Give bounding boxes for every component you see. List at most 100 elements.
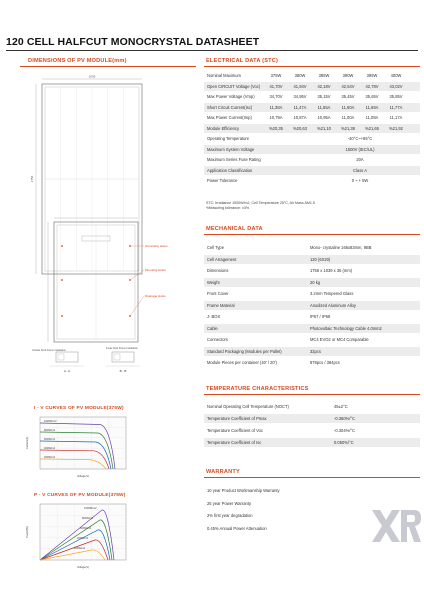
electrical-cell: 10,79A bbox=[269, 115, 283, 120]
warranty-item-text: 0.45% Annual Power Attenuation bbox=[207, 525, 267, 531]
warranty-item: 25 year Power Warranty bbox=[204, 499, 420, 508]
warranty-item-text: 10 year Product Workmanship Warranty bbox=[207, 488, 280, 493]
electrical-cell: 35,65V bbox=[365, 94, 379, 99]
mechanical-row-value: 3.2mm Tempered Glass bbox=[310, 291, 354, 296]
tolerance-note: *Measuring tolerance: ±3% bbox=[206, 205, 250, 210]
stc-note: STC: Irradiance 1000W/m2, Cell Temperatu… bbox=[206, 201, 315, 205]
electrical-cell: 42,18V bbox=[317, 83, 331, 89]
mechanical-row: Front Cover 3.2mm Tempered Glass bbox=[204, 289, 420, 298]
electrical-row: Max Power Voltage (Vmp) 34,70V 34,95V 35,15… bbox=[204, 92, 420, 101]
electrical-row: Max Power Current(Imp) 10,79A 10,87A 10,95A… bbox=[204, 113, 420, 122]
electrical-span-row: Application Classification Class A bbox=[204, 165, 420, 175]
iv-legend-200: 200W/m2 bbox=[44, 455, 56, 459]
electrical-cell: 11,08A bbox=[365, 115, 379, 120]
electrical-row-value: 1500V (IEC/UL) bbox=[345, 146, 375, 152]
electrical-row: Open CIRCUIT Voltage (Voc) 41,70V 41,94V 42… bbox=[204, 81, 420, 91]
mechanical-row-label: J- BOX bbox=[207, 314, 221, 319]
electrical-row-value: 0 ~ + 5W bbox=[351, 178, 369, 183]
electrical-cell: %21,65 bbox=[365, 125, 379, 131]
mechanical-row-label: Front Cover bbox=[207, 291, 229, 296]
pv-legend-800: 800W/m2 bbox=[82, 516, 94, 520]
electrical-row-label: Operating Temperature bbox=[207, 136, 250, 141]
electrical-cell: %21,38 bbox=[341, 125, 355, 131]
mechanical-row-value: Photovoltaic Technology Cable 4.0mm2 bbox=[310, 325, 382, 331]
temperature-row-value: 45±2°C bbox=[334, 404, 348, 409]
mechanical-row-label: Weight bbox=[207, 279, 220, 285]
electrical-row-label: Max Power Current(Imp) bbox=[207, 115, 252, 120]
mechanical-row-label: Frame Material bbox=[207, 302, 235, 308]
iv-curve-800 bbox=[39, 431, 114, 470]
temperature-row: Temperature Coefficient of Voc -0.304%/°C bbox=[204, 426, 420, 435]
mechanical-row-value: 1756 x 1039 x 35 (mm) bbox=[310, 268, 353, 273]
mechanical-row: Cable Photovoltaic Technology Cable 4.0mm… bbox=[204, 323, 420, 333]
electrical-cell: 34,95V bbox=[293, 94, 307, 99]
iv-curve-400 bbox=[39, 449, 110, 470]
electrical-row-label: Power Tolerance bbox=[207, 178, 238, 183]
electrical-cell: 35,85V bbox=[389, 94, 403, 99]
electrical-cell: 375W bbox=[270, 73, 282, 78]
electrical-row-label: Short Circuit Current(Isc) bbox=[207, 104, 253, 110]
electrical-span-row: Maximum System Voltage 1500V (IEC/UL) bbox=[204, 144, 420, 154]
module-dimension-drawing: 1039 1756 bbox=[30, 75, 143, 275]
electrical-row-label: Maximum System Voltage bbox=[207, 146, 255, 152]
electrical-cell: 400W bbox=[390, 73, 402, 78]
dimensions-heading: DIMENSIONS OF PV MODULE(mm) bbox=[28, 58, 127, 64]
mechanical-row: Weight 20 kg bbox=[204, 277, 420, 287]
mechanical-row: Frame Material Anodized Aluminum Alloy bbox=[204, 300, 420, 310]
electrical-row: Module Efficiency %20,35 %20,63 %21,10 %21,3… bbox=[204, 123, 420, 133]
electrical-cell: 11,77A bbox=[389, 104, 403, 110]
pv-ylabel: Power(W) bbox=[25, 526, 29, 538]
pv-xlabel: Voltage(V) bbox=[77, 565, 89, 569]
pv-legend-200: 200W/m2 bbox=[74, 546, 86, 550]
temperature-row-label: Temperature Coefficient of Pmax bbox=[207, 416, 267, 421]
logo-r-glyph bbox=[401, 510, 421, 542]
mechanical-row-value: 32pcs bbox=[310, 348, 321, 354]
electrical-cell: 10,95A bbox=[317, 115, 331, 120]
electrical-cell: 35,15V bbox=[317, 94, 331, 99]
temperature-row: Temperature Coefficient of Isc 0.050%/°C bbox=[204, 438, 420, 447]
electrical-cell: 10,87A bbox=[293, 115, 307, 120]
pv-curve-1000 bbox=[39, 509, 115, 561]
electrical-row-label: Application Classification bbox=[207, 167, 253, 173]
electrical-row-label: Maximum Series Fuse Rating bbox=[207, 157, 261, 162]
mechanical-row-value: IP67 / IP68 bbox=[310, 314, 331, 319]
iv-curve-1000 bbox=[39, 422, 116, 470]
electrical-cell: 11,17A bbox=[389, 115, 403, 120]
electrical-cell: 43,02V bbox=[389, 83, 403, 89]
temperature-row: Temperature Coefficient of Pmax -0.360%/°… bbox=[204, 414, 420, 423]
temperature-rule bbox=[204, 394, 420, 395]
temperature-row-value: -0.360%/°C bbox=[334, 416, 355, 421]
pv-legend-400: 400W/m2 bbox=[77, 536, 89, 540]
iv-legend-600: 600W/m2 bbox=[44, 437, 56, 441]
section-b-label: B - B bbox=[120, 369, 127, 373]
electrical-cell: 395W bbox=[366, 73, 378, 78]
electrical-cell: 380W bbox=[294, 73, 306, 78]
drainage-hole-label: Drainage Holes bbox=[145, 294, 166, 298]
mechanical-heading: MECHANICAL DATA bbox=[206, 226, 263, 232]
mechanical-row-label: Standard Packaging (Modules per Pallet) bbox=[207, 348, 282, 354]
mechanical-row-value: 878pcs / 384pcs bbox=[310, 360, 340, 365]
electrical-row-label: Max Power Voltage (Vmp) bbox=[207, 94, 255, 99]
electrical-cell: %20,63 bbox=[293, 125, 307, 131]
mechanical-row-label: Cell Arragement bbox=[207, 256, 237, 262]
detail-a-label: Outside Stick Frame Installation bbox=[32, 349, 66, 352]
electrical-cell: %20,35 bbox=[269, 125, 283, 131]
electrical-heading: ELECTRICAL DATA (STC) bbox=[206, 58, 279, 64]
electrical-cell: 35,45V bbox=[341, 94, 355, 99]
module-back-view-drawing: Grounding Holes Mounting Holes Drainage … bbox=[32, 217, 168, 373]
iv-legend-1000: 1000W/m2 bbox=[44, 419, 57, 423]
iv-xlabel: Voltage(V) bbox=[77, 474, 89, 478]
electrical-row-label: Nominal Maximum bbox=[207, 73, 241, 78]
electrical-cell: 11,47A bbox=[293, 104, 307, 110]
mechanical-row-label: Cell Type bbox=[207, 245, 224, 250]
electrical-span-row: Maximum Series Fuse Rating 20A bbox=[204, 155, 420, 164]
mechanical-row-value: 120 (6X20) bbox=[310, 256, 331, 262]
mechanical-row-label: Cable bbox=[207, 325, 218, 331]
grounding-hole-label: Grounding Holes bbox=[145, 244, 168, 248]
electrical-row-value: Class A bbox=[353, 167, 367, 173]
mechanical-row-value: 20 kg bbox=[310, 279, 321, 285]
iv-legend-800: 800W/m2 bbox=[44, 428, 56, 432]
electrical-cell: %21,10 bbox=[317, 125, 331, 131]
iv-curves-heading: I - V CURVES OF PV MODULE(375W) bbox=[34, 406, 124, 411]
electrical-cell: 34,70V bbox=[269, 94, 283, 99]
